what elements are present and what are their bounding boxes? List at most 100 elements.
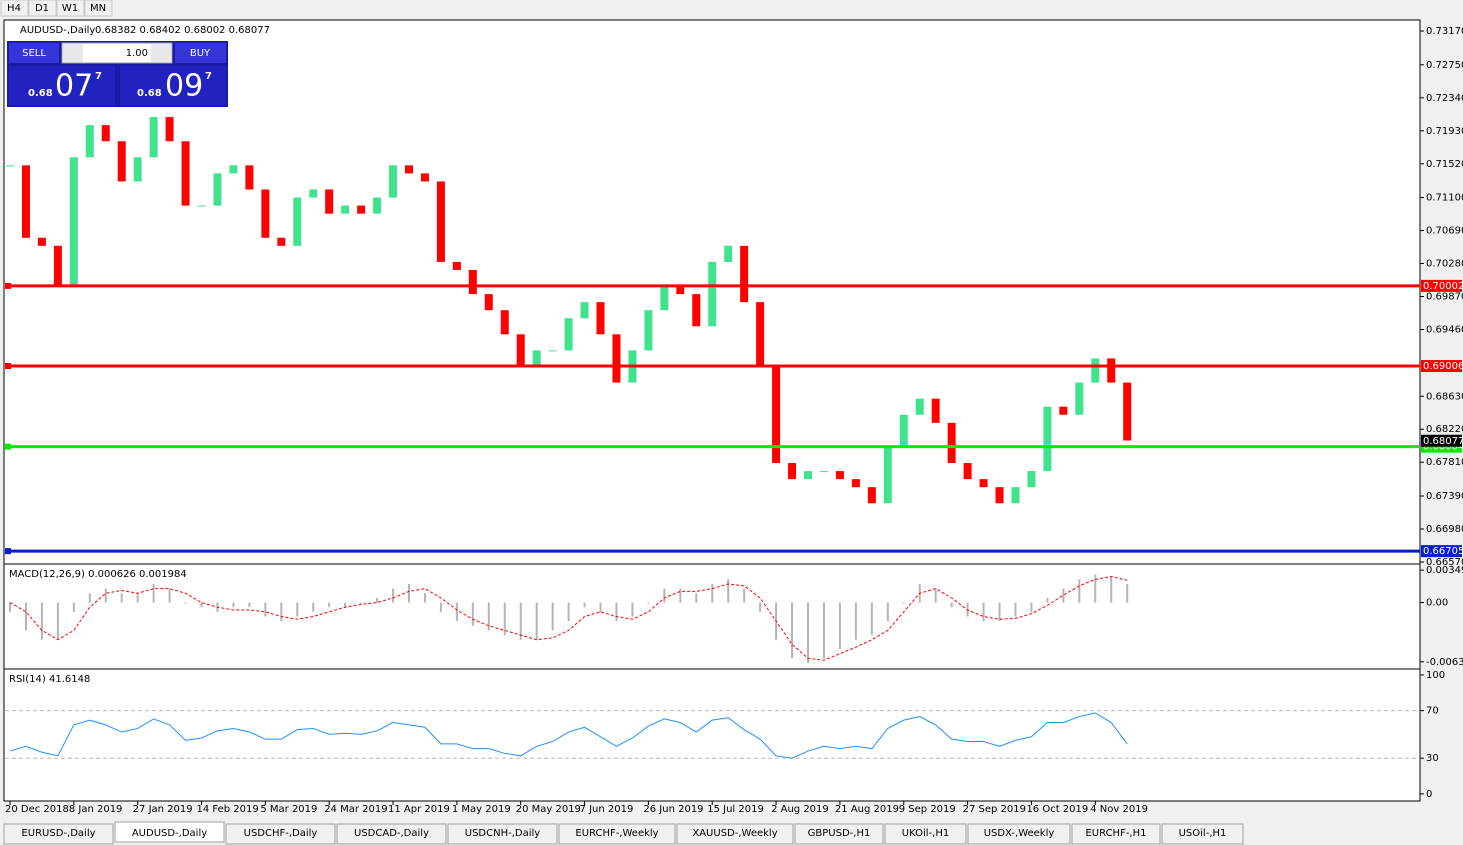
macd-bar (40, 602, 43, 640)
macd-bar (136, 593, 139, 603)
lots-up[interactable] (151, 44, 171, 62)
lots-down[interactable] (63, 44, 83, 62)
candle (1011, 487, 1020, 504)
candle (1123, 382, 1132, 441)
timeframe-button[interactable] (28, 0, 57, 17)
y-tick-label: 0.66570 (1426, 557, 1463, 568)
x-tick-label: 16 Oct 2019 (1026, 804, 1088, 815)
x-tick-label: 14 Feb 2019 (197, 804, 259, 815)
macd-bar (854, 602, 857, 640)
bid-pips: 07 (55, 69, 93, 104)
candle (867, 487, 876, 504)
signal-line (9, 576, 1128, 661)
symbol-tab-label: UKOil-,H1 (902, 828, 949, 839)
symbol-tab[interactable] (967, 823, 1071, 845)
macd-bar (838, 602, 841, 650)
macd-bar (72, 602, 75, 612)
candle (117, 141, 126, 182)
symbol-tab[interactable] (794, 823, 884, 845)
macd-bar (104, 588, 107, 603)
x-tick-label: 26 Jun 2019 (643, 804, 703, 815)
macd-bar (663, 588, 666, 603)
macd-bar (934, 588, 937, 603)
macd-bar (296, 602, 299, 617)
macd-bar (408, 583, 410, 603)
symbol-tab[interactable] (225, 823, 336, 845)
symbol-tab[interactable] (558, 823, 676, 845)
bid-box[interactable] (9, 66, 115, 105)
x-tick-label: 20 Dec 2018 (5, 804, 69, 815)
symbol-tab[interactable] (114, 821, 225, 843)
candle (452, 261, 461, 270)
candle (500, 310, 509, 335)
candle (819, 471, 828, 473)
symbol-tab[interactable] (676, 823, 794, 845)
macd-bar (280, 602, 283, 622)
macd-bar (727, 579, 730, 603)
macd-bar (487, 602, 490, 631)
y-tick-label: 0 (1426, 789, 1432, 800)
candle (309, 189, 318, 198)
macd-bar (1062, 588, 1065, 603)
panel-title: RSI(14) 41.6148 (9, 674, 90, 685)
timeframe-button[interactable] (0, 0, 29, 17)
macd-bar (232, 602, 235, 608)
candle (6, 165, 14, 167)
macd-bar (120, 593, 123, 603)
rsi-line (9, 712, 1128, 759)
macd-bar (599, 602, 602, 612)
candle (835, 471, 844, 480)
macd-bar (9, 602, 11, 612)
symbol-tab-label: EURCHF-,Weekly (575, 828, 658, 839)
candle (1107, 358, 1116, 383)
sell-button[interactable] (9, 43, 59, 63)
symbol-tab[interactable] (1161, 823, 1244, 845)
macd-bar (583, 602, 586, 608)
level-handle[interactable] (5, 443, 11, 450)
y-tick-label: 30 (1426, 753, 1439, 764)
macd-bar (998, 602, 1001, 622)
symbol-tab-label: EURCHF-,H1 (1085, 828, 1146, 839)
buy-button[interactable] (175, 43, 226, 63)
level-handle[interactable] (5, 363, 11, 370)
level-handle[interactable] (5, 548, 11, 555)
symbol-tab[interactable] (884, 823, 967, 845)
candle (532, 350, 541, 367)
macd-bar (471, 602, 474, 626)
ask-point: 7 (205, 71, 212, 82)
candle (213, 173, 222, 206)
lots-field[interactable] (61, 42, 173, 64)
candle (979, 479, 988, 488)
candle (708, 261, 717, 327)
candle (85, 125, 94, 158)
symbol-tab[interactable] (1071, 823, 1161, 845)
macd-bar (184, 602, 187, 604)
macd-bar (1078, 579, 1081, 603)
ask-box[interactable] (120, 66, 226, 105)
candle (644, 310, 653, 351)
candle (947, 422, 956, 464)
candle (229, 165, 238, 174)
x-tick-label: 5 Mar 2019 (260, 804, 317, 815)
macd-bar (615, 602, 618, 622)
level-price: 0.68004 (1423, 442, 1463, 453)
candle (420, 173, 429, 182)
symbol-tab[interactable] (3, 823, 114, 845)
candle (692, 294, 701, 327)
symbol-tab[interactable] (447, 823, 558, 845)
level-handle[interactable] (5, 282, 11, 289)
candle (660, 286, 669, 311)
symbol-tab[interactable] (336, 823, 447, 845)
candle (740, 245, 749, 303)
timeframe-button[interactable] (84, 0, 113, 17)
symbol-tab-label: USDCAD-,Daily (354, 828, 429, 839)
ask-pips: 09 (165, 69, 203, 104)
candle (133, 157, 142, 182)
timeframe-button[interactable] (56, 0, 85, 17)
macd-bar (535, 602, 538, 640)
